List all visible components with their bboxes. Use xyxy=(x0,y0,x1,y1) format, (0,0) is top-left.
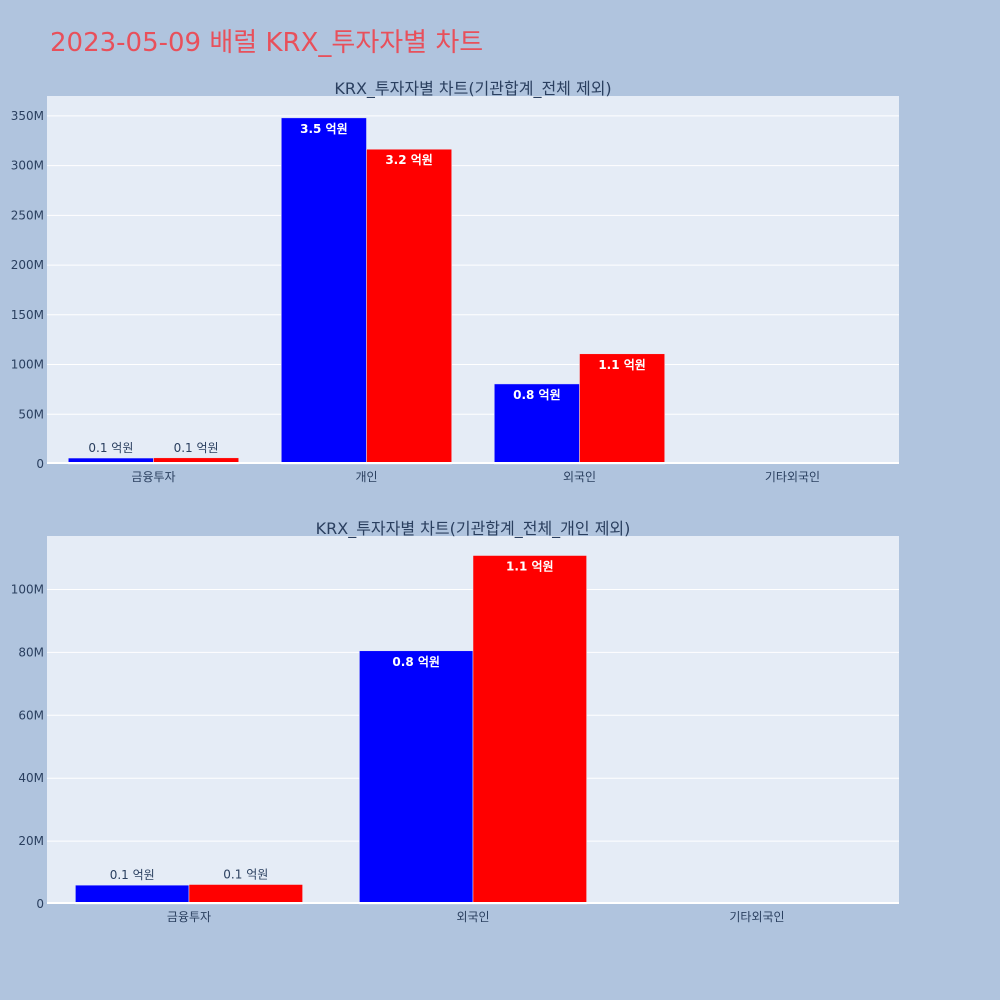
bar xyxy=(366,148,452,465)
bar xyxy=(359,650,474,905)
data-label: 0.1 억원 xyxy=(223,867,268,881)
bar xyxy=(188,884,303,905)
y-tick-label: 80M xyxy=(18,645,44,659)
y-tick-label: 100M xyxy=(11,582,44,596)
y-tick-label: 300M xyxy=(11,159,44,173)
x-tick-label: 기타외국인 xyxy=(765,470,820,484)
x-tick-label: 개인 xyxy=(355,470,377,484)
y-tick-label: 350M xyxy=(11,109,44,123)
y-tick-label: 250M xyxy=(11,208,44,222)
bar xyxy=(281,117,367,465)
data-label: 3.5 억원 xyxy=(300,122,348,136)
page-title: 2023-05-09 배럴 KRX_투자자별 차트 xyxy=(50,28,484,58)
y-tick-label: 40M xyxy=(18,771,44,785)
x-tick-label: 금융투자 xyxy=(131,470,175,484)
chart-top: 0 50M 100M 150M 200M 250M 300M 350M 금융투자 개인 외국인 기타외… xyxy=(11,79,899,484)
chart-title: KRX_투자자별 차트(기관합계_전체_개인 제외) xyxy=(316,519,631,539)
data-label: 0.8 억원 xyxy=(513,388,561,402)
x-tick-label: 외국인 xyxy=(456,910,489,924)
y-tick-label: 100M xyxy=(11,358,44,372)
chart-bottom: 0 20M 40M 60M 80M 100M 금융투자 외국인 기타외국인 0.1 억원 0.8 억… xyxy=(11,519,899,924)
plot-area xyxy=(47,96,899,464)
data-label: 1.1 억원 xyxy=(598,358,646,372)
y-tick-label: 200M xyxy=(11,258,44,272)
y-tick-label: 20M xyxy=(18,834,44,848)
bar xyxy=(75,884,190,905)
bar xyxy=(494,383,580,465)
data-label: 0.1 억원 xyxy=(88,441,133,455)
y-tick-label: 0 xyxy=(36,457,44,471)
data-label: 0.8 억원 xyxy=(392,655,440,669)
x-tick-label: 기타외국인 xyxy=(729,910,784,924)
data-label: 0.1 억원 xyxy=(174,441,219,455)
bar xyxy=(472,555,587,905)
y-tick-label: 50M xyxy=(18,407,44,421)
y-tick-label: 60M xyxy=(18,708,44,722)
data-label: 1.1 억원 xyxy=(506,560,554,574)
chart-title: KRX_투자자별 차트(기관합계_전체 제외) xyxy=(334,79,611,99)
data-label: 3.2 억원 xyxy=(385,153,433,167)
y-tick-label: 0 xyxy=(36,897,44,911)
x-tick-label: 금융투자 xyxy=(167,910,211,924)
x-tick-label: 외국인 xyxy=(563,470,596,484)
y-tick-label: 150M xyxy=(11,308,44,322)
data-label: 0.1 억원 xyxy=(110,868,155,882)
